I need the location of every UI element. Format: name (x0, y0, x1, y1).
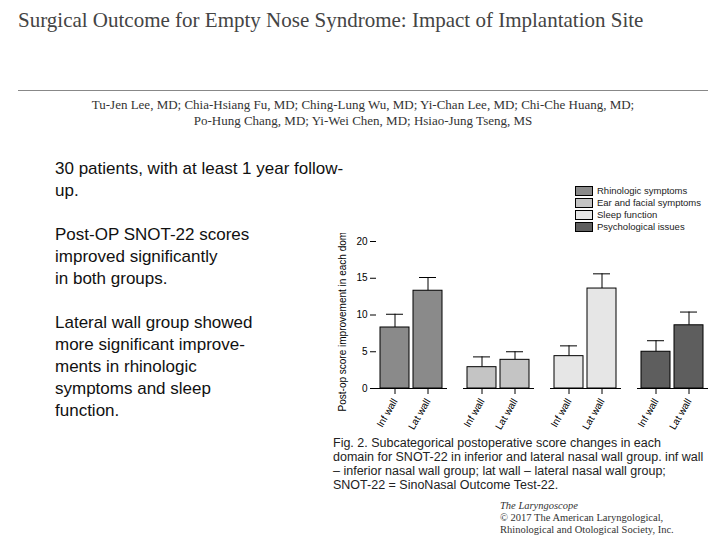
html-text:© 2017 The American Laryngolog: © 2017 The American Laryngological, Rhin… (500, 512, 674, 535)
html-text:Tu-Jen Lee, MD; Chia-Hsiang Fu: Tu-Jen Lee, MD; Chia-Hsiang Fu, MD; Chin… (91, 97, 635, 112)
html-text:Surgical Outcome for Empty Nos: Surgical Outcome for Empty Nose Syndrome… (18, 8, 644, 32)
html-text:Lateral wall group showed: Lateral wall group showed (55, 313, 253, 332)
html-text:function.: function. (55, 401, 120, 420)
svg-text:Inf wall: Inf wall (461, 397, 486, 429)
html-text:ments in rhinologic: ments in rhinologic (55, 357, 197, 376)
html-text:Fig. 2. Subcategorical postope: Fig. 2. Subcategorical postoperative sco… (333, 436, 704, 492)
svg-text:10: 10 (356, 309, 368, 320)
html-text:symptoms and sleep: symptoms and sleep (55, 379, 211, 398)
svg-text:15: 15 (356, 272, 368, 283)
svg-text:Inf wall: Inf wall (548, 397, 573, 429)
svg-text:0: 0 (362, 383, 368, 394)
html-text:The Laryngoscope: The Laryngoscope (500, 500, 578, 511)
svg-text:Post-op score improvement in e: Post-op score improvement in each domain (337, 233, 348, 411)
html-text:Sleep function: Sleep function (597, 209, 658, 220)
html-text:Po-Hung Chang, MD; Yi-Wei Chen: Po-Hung Chang, MD; Yi-Wei Chen, MD; Hsia… (193, 113, 533, 128)
html-text:in both groups.: in both groups. (55, 269, 168, 288)
svg-text:Lat wall: Lat wall (406, 397, 432, 432)
svg-text:Inf wall: Inf wall (635, 397, 660, 429)
svg-text:Lat wall: Lat wall (493, 397, 519, 432)
svg-text:Lat wall: Lat wall (667, 397, 693, 432)
html-text:30 patients, with at least 1 y: 30 patients, with at least 1 year follow… (55, 159, 344, 200)
html-text:Psychological issues: Psychological issues (597, 221, 685, 232)
html-text:Rhinologic symptoms: Rhinologic symptoms (597, 185, 688, 196)
html-text:Post-OP SNOT-22 scores: Post-OP SNOT-22 scores (55, 225, 250, 244)
html-text:more significant improve-: more significant improve- (55, 335, 245, 354)
svg-text:5: 5 (362, 346, 368, 357)
html-text:improved significantly: improved significantly (55, 247, 218, 266)
html-text:Ear and facial symptoms: Ear and facial symptoms (597, 197, 701, 208)
svg-text:20: 20 (356, 236, 368, 247)
svg-text:Inf wall: Inf wall (374, 397, 399, 429)
svg-text:Lat wall: Lat wall (580, 397, 606, 432)
